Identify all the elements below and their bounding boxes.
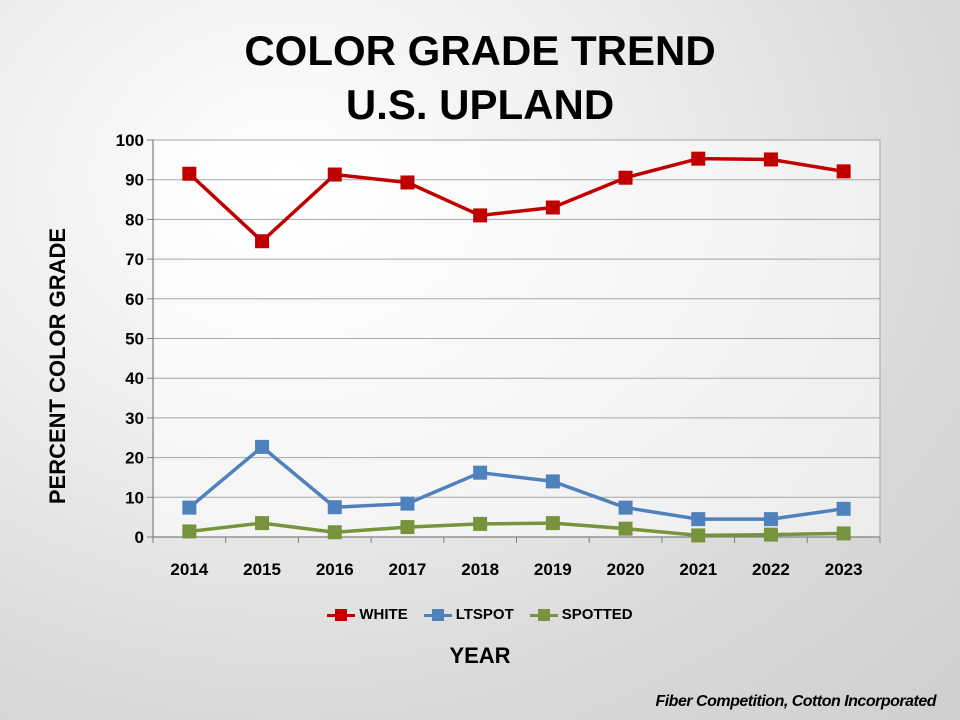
legend-label-spotted: SPOTTED xyxy=(561,606,633,623)
data-point-ltspot-2016 xyxy=(327,500,342,515)
data-point-ltspot-2014 xyxy=(182,500,197,515)
x-tick-label-2023: 2023 xyxy=(825,560,863,579)
legend-swatch-white xyxy=(327,608,356,621)
data-point-ltspot-2022 xyxy=(763,512,778,527)
chart-title-line-1: COLOR GRADE TREND xyxy=(244,27,716,74)
data-point-spotted-2019 xyxy=(545,516,560,531)
x-tick-label-2018: 2018 xyxy=(461,560,499,579)
y-tick-label-70: 70 xyxy=(125,250,144,269)
y-tick-label-20: 20 xyxy=(125,449,144,468)
y-tick-label-30: 30 xyxy=(125,409,144,428)
legend-item-spotted: SPOTTED xyxy=(529,606,633,623)
x-tick-label-2021: 2021 xyxy=(679,560,717,579)
y-tick-label-90: 90 xyxy=(125,171,144,190)
data-point-white-2016 xyxy=(327,167,342,182)
data-point-ltspot-2017 xyxy=(400,496,415,511)
data-point-spotted-2020 xyxy=(618,521,633,536)
legend-swatch-spotted xyxy=(529,608,558,621)
data-point-ltspot-2018 xyxy=(473,465,488,480)
y-tick-label-10: 10 xyxy=(125,488,144,507)
series-line-ltspot xyxy=(188,445,844,521)
y-tick-label-80: 80 xyxy=(125,210,144,229)
data-point-white-2019 xyxy=(545,200,560,215)
data-point-white-2020 xyxy=(618,170,633,185)
legend: WHITE LTSPOT SPOTTED xyxy=(0,606,960,623)
data-point-ltspot-2015 xyxy=(255,439,270,454)
data-point-spotted-2022 xyxy=(763,527,778,542)
source-credit: Fiber Competition, Cotton Incorporated xyxy=(655,693,936,710)
data-point-ltspot-2019 xyxy=(545,474,560,489)
data-point-spotted-2018 xyxy=(473,516,488,531)
x-tick-label-2019: 2019 xyxy=(534,560,572,579)
x-tick-label-2014: 2014 xyxy=(170,560,208,579)
data-point-ltspot-2023 xyxy=(836,501,851,516)
data-point-white-2015 xyxy=(255,234,270,249)
x-tick-label-2022: 2022 xyxy=(752,560,790,579)
y-tick-label-0: 0 xyxy=(135,528,144,547)
data-point-white-2023 xyxy=(836,164,851,179)
legend-label-white: WHITE xyxy=(359,606,408,623)
y-axis-label: PERCENT COLOR GRADE xyxy=(45,227,70,505)
data-point-white-2018 xyxy=(473,208,488,223)
legend-label-ltspot: LTSPOT xyxy=(455,606,514,623)
data-point-spotted-2015 xyxy=(255,516,270,531)
y-tick-label-40: 40 xyxy=(125,369,144,388)
data-point-spotted-2023 xyxy=(836,526,851,541)
y-tick-label-100: 100 xyxy=(116,131,144,150)
data-point-white-2022 xyxy=(763,152,778,167)
data-point-white-2017 xyxy=(400,175,415,190)
data-point-white-2021 xyxy=(691,151,706,166)
x-tick-label-2017: 2017 xyxy=(389,560,427,579)
data-point-spotted-2017 xyxy=(400,520,415,535)
data-point-spotted-2016 xyxy=(327,525,342,540)
data-point-ltspot-2021 xyxy=(691,512,706,527)
data-point-spotted-2021 xyxy=(691,528,706,543)
y-tick-label-50: 50 xyxy=(125,330,144,349)
x-axis-label: YEAR xyxy=(449,643,511,668)
legend-item-white: WHITE xyxy=(327,606,408,623)
legend-item-ltspot: LTSPOT xyxy=(423,606,514,623)
legend-swatch-ltspot xyxy=(423,608,452,621)
x-tick-label-2020: 2020 xyxy=(607,560,645,579)
x-tick-label-2016: 2016 xyxy=(316,560,354,579)
data-point-white-2014 xyxy=(182,166,197,181)
data-point-ltspot-2020 xyxy=(618,500,633,515)
data-point-spotted-2014 xyxy=(182,524,197,539)
x-tick-label-2015: 2015 xyxy=(243,560,281,579)
y-tick-label-60: 60 xyxy=(125,290,144,309)
series-line-spotted xyxy=(189,521,844,538)
chart-title-line-2: U.S. UPLAND xyxy=(345,81,615,128)
series-line-white xyxy=(188,156,844,243)
